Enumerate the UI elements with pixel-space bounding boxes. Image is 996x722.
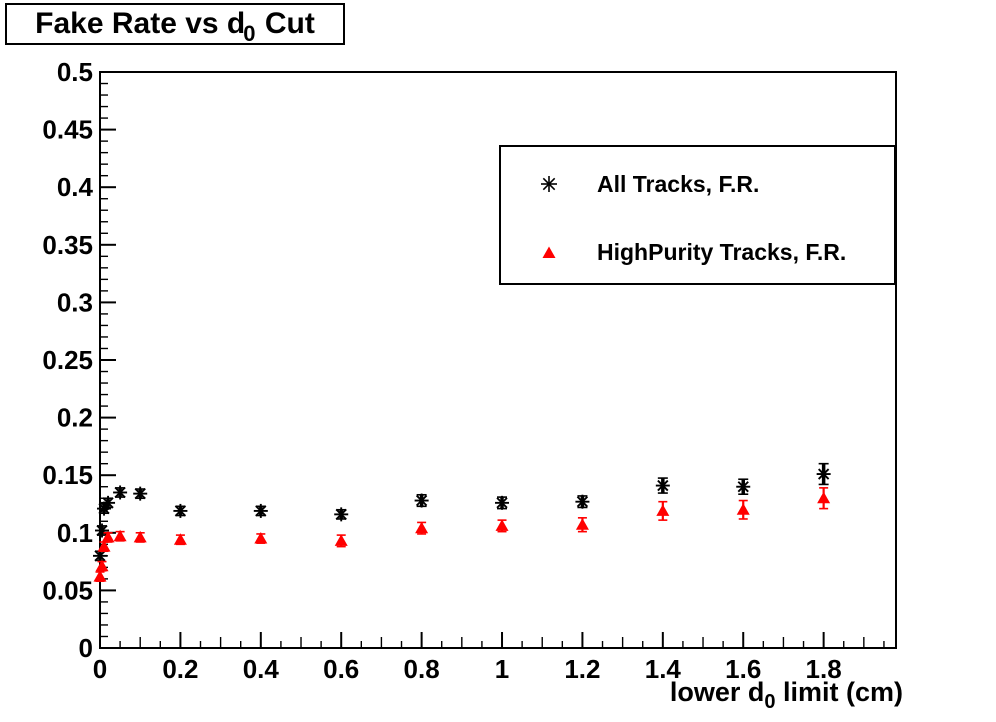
y-tick-label: 0.4 [57, 172, 94, 202]
chart-title-suffix: Cut [256, 7, 315, 40]
y-tick-label: 0.5 [57, 57, 93, 87]
x-tick-label: 0 [93, 654, 107, 684]
x-tick-label: 1.8 [806, 654, 842, 684]
legend-item-all-tracks: All Tracks, F.R. [501, 150, 894, 218]
y-tick-label: 0.3 [57, 287, 93, 317]
x-tick-label: 0.8 [404, 654, 440, 684]
triangle-icon [501, 239, 597, 265]
legend-label: All Tracks, F.R. [597, 170, 760, 197]
series-all-tracks [93, 462, 831, 563]
asterisk-icon [541, 176, 557, 192]
x-axis-title: lower d0 limit (cm) [670, 677, 903, 713]
plot-frame [99, 71, 897, 649]
y-tick-label: 0.15 [42, 460, 93, 490]
x-axis-ticks [99, 632, 885, 647]
x-tick-label: 1 [495, 654, 509, 684]
y-tick-label: 0.2 [57, 403, 93, 433]
x-axis-labels: 0 0.2 0.4 0.6 0.8 1 1.2 1.4 1.6 1.8 [93, 654, 842, 684]
y-tick-label: 0.05 [42, 575, 93, 605]
y-axis-labels: 0 0.05 0.1 0.15 0.2 0.25 0.3 0.35 0.4 0.45 0.5 [42, 57, 93, 663]
y-tick-label: 0.1 [57, 518, 93, 548]
y-tick-label: 0 [79, 633, 93, 663]
y-tick-label: 0.45 [42, 115, 93, 145]
legend-label: HighPurity Tracks, F.R. [597, 238, 847, 265]
legend-item-highpurity-tracks: HighPurity Tracks, F.R. [501, 218, 894, 286]
legend: All Tracks, F.R. HighPurity Tracks, F.R. [499, 145, 896, 285]
series-highpurity-tracks [93, 487, 831, 582]
x-tick-label: 1.6 [725, 654, 761, 684]
chart-title-subscript: 0 [243, 21, 256, 46]
x-tick-label: 0.6 [323, 654, 359, 684]
triangle-icon [542, 246, 556, 258]
chart-title-text: Fake Rate vs d [35, 7, 246, 40]
y-tick-label: 0.35 [42, 230, 93, 260]
y-tick-label: 0.25 [42, 345, 93, 375]
x-tick-label: 1.2 [564, 654, 600, 684]
x-tick-label: 1.4 [645, 654, 682, 684]
asterisk-icon [501, 171, 597, 197]
x-tick-label: 0.4 [243, 654, 280, 684]
x-tick-label: 0.2 [162, 654, 198, 684]
